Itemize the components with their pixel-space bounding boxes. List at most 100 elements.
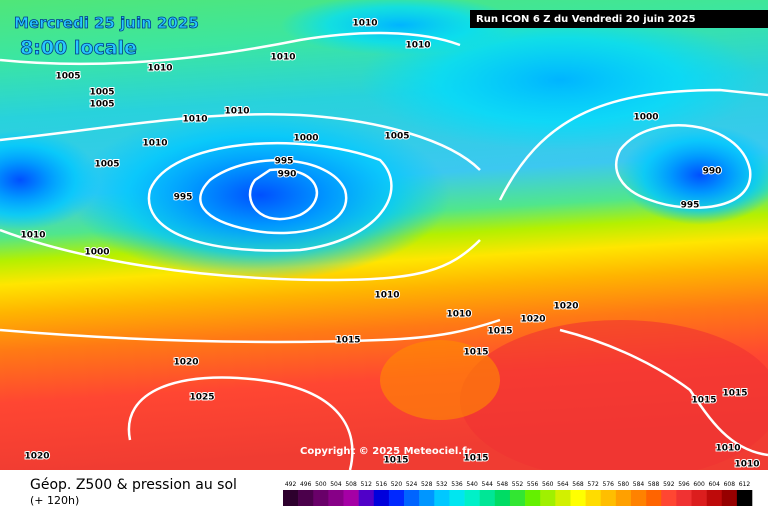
isobar-label: 1015: [383, 456, 408, 466]
colorbar-cell: [706, 490, 723, 506]
colorbar-label: 580: [618, 481, 630, 488]
isobar-labels: 1010 1010 1005 1005 1005 1010 1010 1010 1010 1010…: [19, 18, 760, 471]
colorbar-label: 588: [648, 481, 660, 488]
isobar-label: 1005: [384, 132, 409, 142]
isobar-label: 990: [703, 167, 722, 177]
colorbar-cell: [676, 490, 692, 506]
isobar-label: 1015: [722, 389, 747, 399]
isobar-label: 1010: [147, 64, 172, 74]
colorbar-cell: [479, 490, 496, 506]
isobar-label: 1000: [293, 134, 318, 144]
run-info: Run ICON 6 Z du Vendredi 20 juin 2025: [476, 14, 696, 25]
isobar-label: 1005: [55, 72, 80, 82]
colorbar-cell: [464, 490, 480, 506]
colorbar-label: 492: [285, 481, 297, 488]
colorbar-label: 548: [497, 481, 509, 488]
colorbar-cell: [585, 490, 602, 506]
colorbar-label: 600: [693, 481, 705, 488]
isobar-label: 1015: [487, 327, 512, 337]
isobar-label: 1010: [20, 231, 45, 241]
colorbar-label: 596: [678, 481, 690, 488]
forecast-time: 8:00 locale: [20, 37, 137, 59]
isobar-label: 1015: [463, 348, 488, 358]
run-box: [470, 10, 768, 28]
isobar-label: 1010: [374, 291, 399, 301]
colorbar-cell: [555, 490, 571, 506]
colorbar-cell: [434, 490, 450, 506]
footer-lead: (+ 120h): [30, 494, 79, 507]
copyright: Copyright © 2025 Meteociel.fr: [300, 446, 471, 457]
isobar-label: 1025: [189, 393, 214, 403]
isobar-label: 995: [275, 157, 294, 167]
map-background: [0, 0, 768, 480]
colorbar-cell: [509, 490, 526, 506]
colorbar-cell: [494, 490, 511, 506]
colorbar-cell: [630, 490, 647, 506]
colorbar-label: 592: [663, 481, 675, 488]
colorbar-cell: [661, 490, 677, 506]
colorbar-label: 544: [482, 481, 494, 488]
isobar-label: 1005: [94, 160, 119, 170]
colorbar-cell: [691, 490, 707, 506]
colorbar-label: 528: [421, 481, 433, 488]
colorbar-label: 508: [345, 481, 357, 488]
colorbar-label: 520: [391, 481, 403, 488]
isobar-label: 1000: [633, 113, 658, 123]
isobar-label: 1020: [173, 358, 198, 368]
isobar-label: 1010: [734, 460, 759, 470]
colorbar-cell: [540, 490, 556, 506]
colorbar-label: 516: [376, 481, 388, 488]
colorbar-cell: [646, 490, 662, 506]
colorbar-label: 556: [527, 481, 539, 488]
colorbar-cell: [404, 490, 420, 506]
isobar-label: 1010: [715, 444, 740, 454]
colorbar-label: 504: [330, 481, 342, 488]
isobar-label: 995: [174, 193, 193, 203]
colorbar-cell: [343, 490, 359, 506]
colorbar-cell: [328, 490, 344, 506]
isobar-label: 1000: [84, 248, 109, 258]
colorbar-label: 576: [603, 481, 615, 488]
colorbar-cell: [388, 490, 405, 506]
isobar-label: 1010: [446, 310, 471, 320]
isobar-label: 1020: [520, 315, 545, 325]
isobar-label: 1015: [463, 454, 488, 464]
colorbar-cell: [373, 490, 390, 506]
colorbar-cell: [600, 490, 617, 506]
colorbar-cell: [313, 490, 329, 506]
colorbar-label: 532: [436, 481, 448, 488]
colorbar-label: 524: [406, 481, 418, 488]
isobar-label: 1005: [89, 88, 114, 98]
colorbar-label: 572: [587, 481, 599, 488]
colorbar-label: 512: [360, 481, 372, 488]
colorbar-label: 568: [572, 481, 584, 488]
colorbar-label: 500: [315, 481, 327, 488]
forecast-date: Mercredi 25 juin 2025: [14, 14, 199, 32]
isobar-label: 1010: [352, 19, 377, 29]
colorbar-cell: [449, 490, 465, 506]
isobar-label: 1010: [142, 139, 167, 149]
colorbar-cell: [721, 490, 738, 506]
isobar-label: 1010: [182, 115, 207, 125]
colorbar-cell: [298, 490, 314, 506]
colorbar-label: 496: [300, 481, 312, 488]
isobar-label: 1020: [553, 302, 578, 312]
isobar-label: 1015: [691, 396, 716, 406]
isobar-label: 995: [681, 201, 700, 211]
colorbar-cell: [358, 490, 375, 506]
colorbar-label: 536: [451, 481, 463, 488]
colorbar-label: 560: [542, 481, 554, 488]
colorbar-label: 540: [466, 481, 478, 488]
colorbar-cell: [525, 490, 541, 506]
colorbar-label: 552: [512, 481, 524, 488]
colorbar-cell: [615, 490, 632, 506]
colorbar-label: 564: [557, 481, 569, 488]
isobar-label: 1005: [89, 100, 114, 110]
colorbar-label: 608: [724, 481, 736, 488]
colorbar-label: 604: [708, 481, 720, 488]
isobar-label: 990: [278, 170, 297, 180]
colorbar-label: 612: [739, 481, 751, 488]
footer-title: Géop. Z500 & pression au sol: [30, 477, 237, 493]
isobar-label: 1010: [405, 41, 430, 51]
